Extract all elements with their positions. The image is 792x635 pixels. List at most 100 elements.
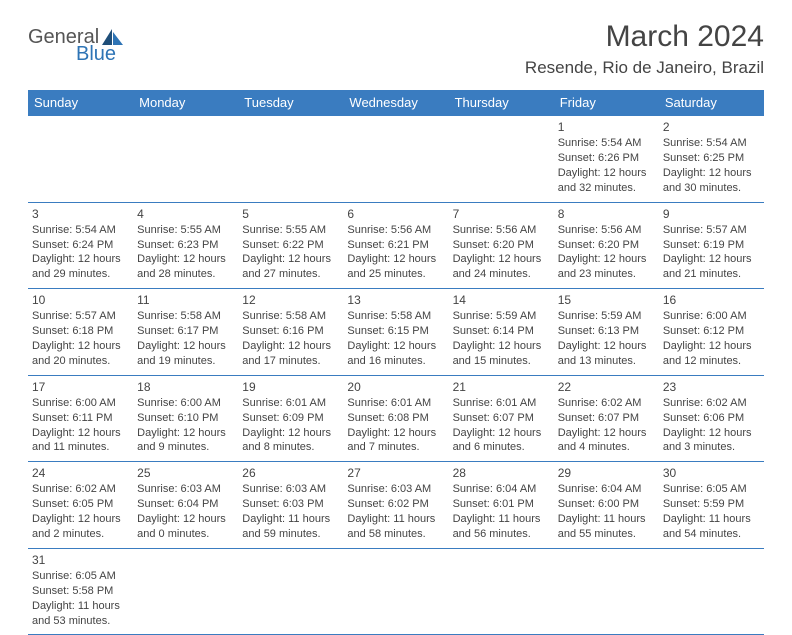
sunset-text: Sunset: 6:21 PM xyxy=(347,238,444,253)
sunset-text: Sunset: 6:02 PM xyxy=(347,497,444,512)
sunrise-text: Sunrise: 6:03 AM xyxy=(137,482,234,497)
daylight-text: and 2 minutes. xyxy=(32,527,129,542)
daylight-text: and 32 minutes. xyxy=(558,181,655,196)
sunset-text: Sunset: 6:19 PM xyxy=(663,238,760,253)
sunrise-text: Sunrise: 6:03 AM xyxy=(242,482,339,497)
calendar-cell: 29Sunrise: 6:04 AMSunset: 6:00 PMDayligh… xyxy=(554,462,659,549)
sunset-text: Sunset: 6:17 PM xyxy=(137,324,234,339)
daylight-text: Daylight: 12 hours xyxy=(242,339,339,354)
daylight-text: Daylight: 12 hours xyxy=(347,426,444,441)
day-number: 2 xyxy=(663,119,760,135)
calendar-cell xyxy=(343,548,448,635)
daylight-text: Daylight: 12 hours xyxy=(663,426,760,441)
day-number: 26 xyxy=(242,465,339,481)
sunset-text: Sunset: 6:16 PM xyxy=(242,324,339,339)
calendar-cell: 13Sunrise: 5:58 AMSunset: 6:15 PMDayligh… xyxy=(343,289,448,376)
daylight-text: Daylight: 11 hours xyxy=(453,512,550,527)
daylight-text: and 4 minutes. xyxy=(558,440,655,455)
calendar-cell: 11Sunrise: 5:58 AMSunset: 6:17 PMDayligh… xyxy=(133,289,238,376)
day-number: 3 xyxy=(32,206,129,222)
daylight-text: and 29 minutes. xyxy=(32,267,129,282)
daylight-text: and 0 minutes. xyxy=(137,527,234,542)
day-number: 9 xyxy=(663,206,760,222)
weekday-header: Monday xyxy=(133,90,238,116)
calendar-row: 10Sunrise: 5:57 AMSunset: 6:18 PMDayligh… xyxy=(28,289,764,376)
day-number: 28 xyxy=(453,465,550,481)
sunrise-text: Sunrise: 5:56 AM xyxy=(453,223,550,238)
header: GeneralBlue March 2024 Resende, Rio de J… xyxy=(28,20,764,78)
calendar-cell: 19Sunrise: 6:01 AMSunset: 6:09 PMDayligh… xyxy=(238,375,343,462)
calendar-cell xyxy=(659,548,764,635)
day-number: 16 xyxy=(663,292,760,308)
sunrise-text: Sunrise: 5:54 AM xyxy=(558,136,655,151)
day-number: 23 xyxy=(663,379,760,395)
daylight-text: and 9 minutes. xyxy=(137,440,234,455)
daylight-text: Daylight: 12 hours xyxy=(347,252,444,267)
day-number: 24 xyxy=(32,465,129,481)
calendar-cell: 22Sunrise: 6:02 AMSunset: 6:07 PMDayligh… xyxy=(554,375,659,462)
sunset-text: Sunset: 6:04 PM xyxy=(137,497,234,512)
calendar-cell xyxy=(449,548,554,635)
daylight-text: Daylight: 12 hours xyxy=(453,252,550,267)
sunset-text: Sunset: 6:09 PM xyxy=(242,411,339,426)
sunset-text: Sunset: 6:11 PM xyxy=(32,411,129,426)
sunrise-text: Sunrise: 5:57 AM xyxy=(663,223,760,238)
daylight-text: Daylight: 11 hours xyxy=(663,512,760,527)
daylight-text: Daylight: 12 hours xyxy=(32,339,129,354)
sunset-text: Sunset: 6:05 PM xyxy=(32,497,129,512)
daylight-text: Daylight: 12 hours xyxy=(137,512,234,527)
daylight-text: Daylight: 12 hours xyxy=(453,339,550,354)
calendar-cell xyxy=(238,116,343,203)
daylight-text: Daylight: 12 hours xyxy=(558,166,655,181)
daylight-text: and 17 minutes. xyxy=(242,354,339,369)
daylight-text: Daylight: 11 hours xyxy=(558,512,655,527)
sunrise-text: Sunrise: 6:00 AM xyxy=(32,396,129,411)
day-number: 20 xyxy=(347,379,444,395)
calendar-cell: 24Sunrise: 6:02 AMSunset: 6:05 PMDayligh… xyxy=(28,462,133,549)
sunrise-text: Sunrise: 6:00 AM xyxy=(663,309,760,324)
sunset-text: Sunset: 6:01 PM xyxy=(453,497,550,512)
sunrise-text: Sunrise: 5:56 AM xyxy=(558,223,655,238)
daylight-text: and 13 minutes. xyxy=(558,354,655,369)
daylight-text: and 3 minutes. xyxy=(663,440,760,455)
day-number: 27 xyxy=(347,465,444,481)
daylight-text: Daylight: 12 hours xyxy=(137,426,234,441)
sunset-text: Sunset: 6:06 PM xyxy=(663,411,760,426)
daylight-text: and 54 minutes. xyxy=(663,527,760,542)
daylight-text: and 8 minutes. xyxy=(242,440,339,455)
sunrise-text: Sunrise: 6:04 AM xyxy=(453,482,550,497)
weekday-header: Sunday xyxy=(28,90,133,116)
day-number: 30 xyxy=(663,465,760,481)
daylight-text: and 12 minutes. xyxy=(663,354,760,369)
calendar-cell: 23Sunrise: 6:02 AMSunset: 6:06 PMDayligh… xyxy=(659,375,764,462)
sunrise-text: Sunrise: 5:59 AM xyxy=(453,309,550,324)
calendar-cell: 31Sunrise: 6:05 AMSunset: 5:58 PMDayligh… xyxy=(28,548,133,635)
daylight-text: Daylight: 12 hours xyxy=(663,339,760,354)
calendar-cell xyxy=(133,116,238,203)
calendar-cell: 2Sunrise: 5:54 AMSunset: 6:25 PMDaylight… xyxy=(659,116,764,203)
sunrise-text: Sunrise: 6:04 AM xyxy=(558,482,655,497)
calendar-cell xyxy=(28,116,133,203)
month-title: March 2024 xyxy=(525,20,764,54)
daylight-text: and 16 minutes. xyxy=(347,354,444,369)
daylight-text: Daylight: 11 hours xyxy=(347,512,444,527)
calendar-row: 24Sunrise: 6:02 AMSunset: 6:05 PMDayligh… xyxy=(28,462,764,549)
calendar-cell: 4Sunrise: 5:55 AMSunset: 6:23 PMDaylight… xyxy=(133,202,238,289)
daylight-text: Daylight: 11 hours xyxy=(242,512,339,527)
day-number: 19 xyxy=(242,379,339,395)
weekday-header: Thursday xyxy=(449,90,554,116)
sunrise-text: Sunrise: 6:01 AM xyxy=(347,396,444,411)
logo: GeneralBlue xyxy=(28,20,124,66)
weekday-header: Saturday xyxy=(659,90,764,116)
daylight-text: Daylight: 12 hours xyxy=(663,252,760,267)
calendar-row: 3Sunrise: 5:54 AMSunset: 6:24 PMDaylight… xyxy=(28,202,764,289)
logo-text-blue: Blue xyxy=(76,43,116,65)
day-number: 17 xyxy=(32,379,129,395)
day-number: 21 xyxy=(453,379,550,395)
sunset-text: Sunset: 6:14 PM xyxy=(453,324,550,339)
day-number: 10 xyxy=(32,292,129,308)
calendar-cell: 5Sunrise: 5:55 AMSunset: 6:22 PMDaylight… xyxy=(238,202,343,289)
daylight-text: and 15 minutes. xyxy=(453,354,550,369)
sunset-text: Sunset: 6:13 PM xyxy=(558,324,655,339)
daylight-text: and 19 minutes. xyxy=(137,354,234,369)
